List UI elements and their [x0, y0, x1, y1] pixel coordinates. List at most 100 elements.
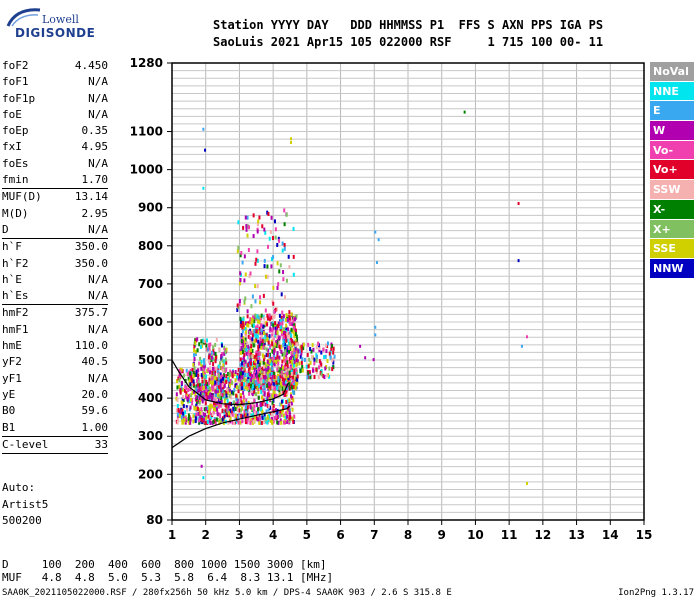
echo-point [276, 336, 279, 341]
echo-point [260, 345, 263, 350]
echo-point [277, 236, 280, 241]
echo-point [273, 344, 276, 349]
echo-point [271, 335, 274, 340]
echo-point [196, 389, 199, 394]
echo-point [263, 391, 266, 396]
param-value: 33 [94, 437, 108, 451]
echo-point [282, 365, 285, 370]
echo-point [195, 406, 198, 411]
echo-point [275, 411, 278, 416]
echo-point [253, 354, 256, 359]
echo-point [286, 363, 289, 368]
echo-point [208, 394, 211, 399]
echo-point [196, 337, 199, 342]
scatter-point [463, 110, 466, 114]
echo-point [196, 378, 199, 383]
echo-point [286, 347, 289, 352]
echo-point [208, 361, 211, 366]
echo-point [187, 388, 190, 393]
echo-point [296, 374, 299, 379]
echo-point [290, 372, 293, 377]
echo-point [239, 278, 242, 283]
echo-point [212, 362, 215, 367]
echo-point [210, 355, 213, 360]
echo-point [252, 323, 255, 328]
echo-point [256, 334, 259, 339]
echo-point [198, 420, 201, 425]
echo-point [283, 222, 286, 227]
echo-point [271, 342, 274, 347]
echo-point [210, 415, 213, 420]
echo-point [332, 360, 335, 365]
echo-point [225, 347, 228, 352]
echo-point [290, 360, 293, 365]
echo-point [322, 347, 325, 352]
echo-point [180, 415, 183, 420]
echo-point [231, 380, 234, 385]
echo-point [221, 352, 224, 357]
echo-point [208, 370, 211, 375]
echo-point [252, 403, 255, 408]
scatter-point [202, 127, 205, 131]
echo-point [193, 413, 196, 418]
param-label: fxI [2, 140, 22, 154]
echo-point [308, 357, 311, 362]
x-tick-label: 11 [501, 528, 518, 542]
echo-point [242, 366, 245, 371]
auto-line: Artist5 [2, 497, 49, 511]
echo-point [248, 319, 251, 324]
echo-point [243, 339, 246, 344]
echo-point [209, 380, 212, 385]
echo-point [186, 407, 189, 412]
echo-point [188, 393, 191, 398]
echo-point [197, 368, 200, 373]
echo-point [296, 350, 299, 355]
echo-point [280, 364, 283, 369]
echo-point [264, 274, 267, 279]
echo-point [263, 316, 266, 321]
echo-point [291, 350, 294, 355]
echo-point [285, 411, 288, 416]
echo-point [267, 348, 270, 353]
echo-point [263, 412, 266, 417]
echo-point [247, 379, 250, 384]
echo-point [311, 368, 314, 373]
echo-point [294, 342, 297, 347]
echo-point [269, 376, 272, 381]
auto-scaling-info: Auto: Artist5 500200 [2, 480, 48, 530]
echo-point [292, 226, 295, 231]
echo-point [253, 398, 256, 403]
echo-point [242, 356, 245, 361]
echo-point [262, 354, 265, 359]
echo-point [328, 366, 331, 371]
echo-point [276, 339, 279, 344]
echo-point [215, 355, 218, 360]
echo-point [279, 402, 282, 407]
echo-point [251, 294, 254, 299]
echo-point [291, 322, 294, 327]
echo-point [218, 389, 221, 394]
echo-point [278, 269, 281, 274]
echo-point [217, 390, 220, 395]
echo-point [205, 379, 208, 384]
echo-point [260, 390, 263, 395]
echo-point [270, 371, 273, 376]
echo-point [332, 357, 335, 362]
echo-point [288, 418, 291, 423]
param-value: 350.0 [74, 256, 108, 270]
echo-point [190, 375, 193, 380]
echo-point [192, 362, 195, 367]
echo-point [326, 344, 329, 349]
echo-point [206, 419, 209, 424]
echo-point [284, 373, 287, 378]
echo-point [269, 343, 272, 348]
echo-point [273, 359, 276, 364]
echo-point [219, 399, 222, 404]
echo-point [207, 347, 210, 352]
echo-point [176, 420, 179, 425]
echo-point [267, 316, 270, 321]
echo-point [254, 299, 257, 304]
echo-point [258, 344, 261, 349]
echo-point [247, 334, 250, 339]
echo-point [206, 382, 209, 387]
